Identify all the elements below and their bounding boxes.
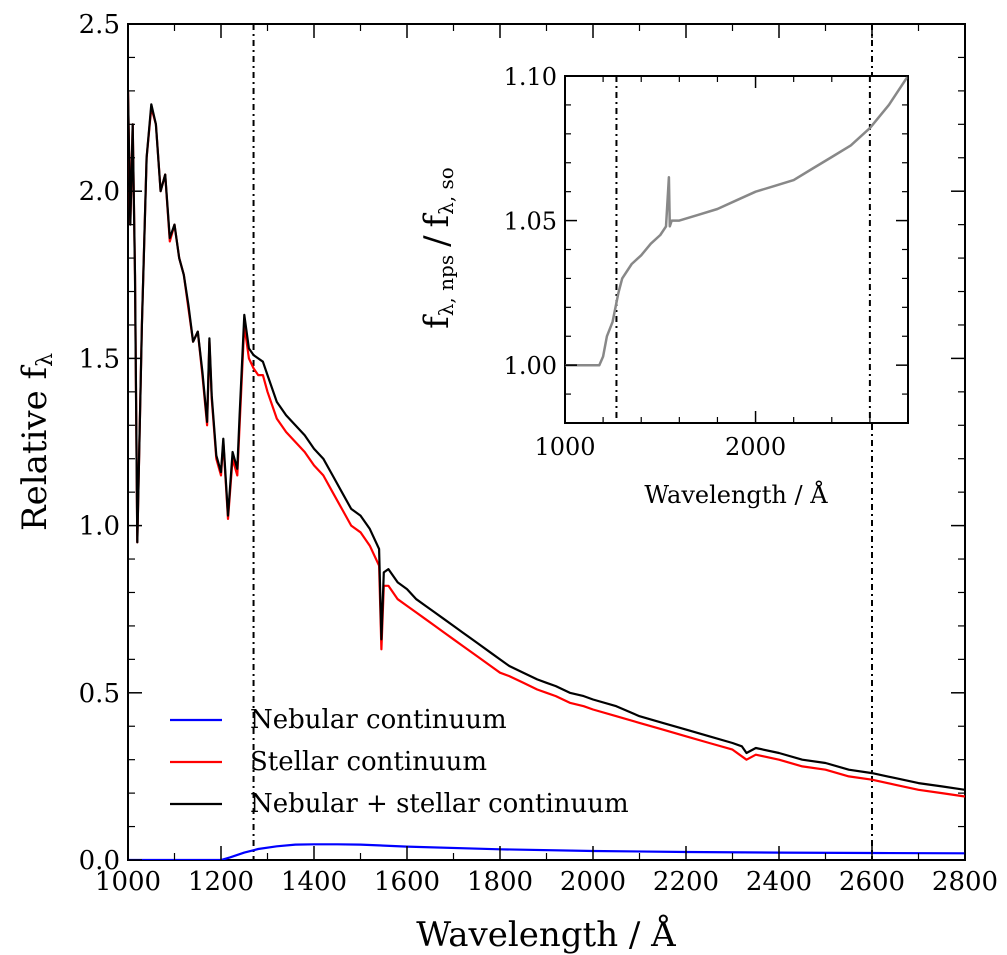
main-x-tick-label: 2400 xyxy=(746,867,812,897)
inset-y-axis-title: fλ, nps/fλ, so xyxy=(417,167,458,329)
inset-y-tick-label: 1.10 xyxy=(504,63,557,91)
main-x-tick-label: 1000 xyxy=(95,867,161,897)
main-y-tick-label: 2.5 xyxy=(79,10,120,40)
inset-y-title-separator: / xyxy=(417,235,457,247)
main-x-tick-label: 2200 xyxy=(653,867,719,897)
main-x-tick-label: 2000 xyxy=(560,867,626,897)
inset-x-tick-label: 1000 xyxy=(534,433,595,461)
main-x-tick-label: 1600 xyxy=(374,867,440,897)
inset-y-tick-label: 1.05 xyxy=(504,208,557,236)
y-axis-title: Relative fλ xyxy=(15,353,58,531)
main-x-tick-label: 1200 xyxy=(188,867,254,897)
inset-y-title-denominator: f xyxy=(417,212,457,227)
y-axis-title-subscript: λ xyxy=(33,353,58,367)
y-axis-title-main: Relative f xyxy=(15,365,55,532)
x-axis-title: Wavelength / Å xyxy=(416,914,676,955)
main-x-tick-label: 2600 xyxy=(839,867,905,897)
inset-x-axis-title: Wavelength / Å xyxy=(644,480,828,509)
inset-y-title-numerator-sub: λ, nps xyxy=(434,255,458,316)
inset-y-tick-label: 1.00 xyxy=(504,352,557,380)
inset-series-ratio xyxy=(565,76,908,367)
inset-y-title-denominator-sub: λ, so xyxy=(434,167,458,215)
inset-x-tick-label: 2000 xyxy=(725,433,786,461)
main-x-tick-label: 1400 xyxy=(281,867,347,897)
main-x-tick-label: 1800 xyxy=(467,867,533,897)
main-y-tick-label: 2.0 xyxy=(79,177,120,207)
main-series-nebular-continuum xyxy=(128,843,965,860)
main-series-nebular-stellar-continuum xyxy=(128,90,965,791)
main-y-tick-label: 1.0 xyxy=(79,512,120,542)
main-y-tick-label: 0.0 xyxy=(79,846,120,876)
legend: Nebular continuum Stellar continuum Nebula… xyxy=(170,705,629,819)
inset-y-title-numerator: f xyxy=(417,314,457,329)
legend-label: Stellar continuum xyxy=(250,747,487,777)
main-x-tick-label: 2800 xyxy=(932,867,998,897)
legend-label: Nebular + stellar continuum xyxy=(250,789,629,819)
inset-background xyxy=(565,76,908,423)
main-y-tick-label: 1.5 xyxy=(79,344,120,374)
legend-label: Nebular continuum xyxy=(250,705,507,735)
main-y-tick-label: 0.5 xyxy=(79,679,120,709)
main-plot: 1000 1200 1400 1600 1800 2000 2200 2400 2600 2800… xyxy=(15,10,998,955)
